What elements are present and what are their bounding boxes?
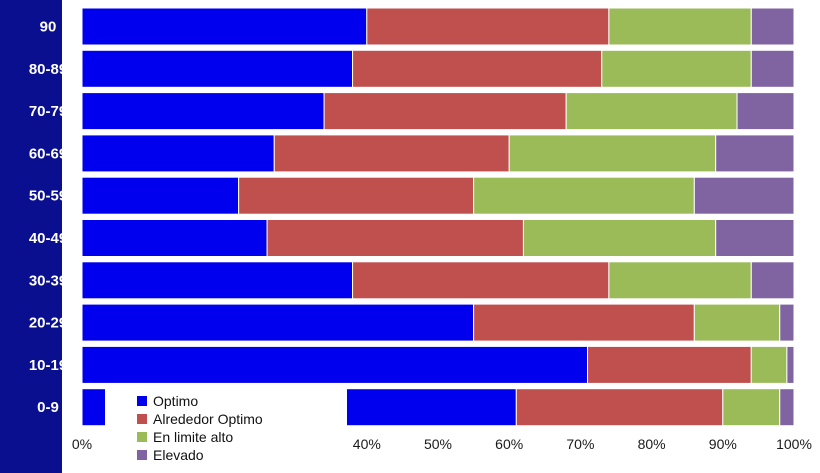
bar-segment-elevado-60-69 [715, 134, 795, 173]
bar-segment-alrededor-optimo-50-59 [238, 176, 475, 215]
legend: Optimo Alrededor Optimo En limite alto Elev… [105, 388, 347, 473]
category-label: 0-9 [37, 399, 59, 416]
legend-label: Elevado [153, 447, 204, 463]
category-label: 70-79 [29, 103, 67, 120]
bars-group [81, 7, 795, 427]
category-label: 90 [40, 19, 57, 36]
legend-swatch [137, 450, 147, 460]
bar-segment-en-limite-alto-40-49 [522, 219, 717, 257]
legend-swatch [137, 414, 147, 424]
bar-segment-en-limite-alto-20-29 [693, 303, 781, 342]
x-tick-label: 70% [566, 436, 594, 452]
category-label: 80-89 [29, 61, 67, 78]
bar-segment-en-limite-alto-70-79 [565, 92, 738, 131]
bar-segment-elevado-0-9 [779, 388, 795, 427]
bar-segment-en-limite-alto-10-19 [750, 345, 788, 384]
legend-item: Alrededor Optimo [137, 410, 347, 428]
bar-segment-elevado-70-79 [736, 92, 795, 131]
bar-segment-alrededor-optimo-0-9 [515, 388, 724, 427]
category-label: 60-69 [29, 145, 67, 162]
legend-item: Optimo [137, 392, 347, 410]
bar-segment-en-limite-alto-0-9 [722, 388, 781, 427]
bar-segment-elevado-50-59 [693, 176, 795, 215]
bar-segment-elevado-80-89 [750, 49, 795, 88]
bar-segment-alrededor-optimo-30-39 [352, 261, 610, 300]
bar-segment-en-limite-alto-30-39 [608, 261, 752, 300]
category-label: 40-49 [29, 230, 67, 247]
bar-segment-alrededor-optimo-60-69 [273, 134, 510, 173]
legend-item: En limite alto [137, 428, 347, 446]
bar-segment-optimo-80-89 [81, 49, 354, 88]
bar-segment-alrededor-optimo-10-19 [587, 345, 752, 384]
legend-label: Optimo [153, 393, 199, 409]
bar-segment-elevado-40-49 [715, 219, 795, 257]
legend-label: En limite alto [153, 429, 234, 445]
bar-segment-optimo-30-39 [81, 261, 354, 300]
bar-segment-alrededor-optimo-40-49 [266, 219, 524, 257]
bar-segment-alrededor-optimo-70-79 [323, 92, 567, 131]
bar-segment-en-limite-alto-50-59 [473, 176, 695, 215]
bar-segment-optimo-10-19 [81, 345, 589, 384]
category-label: 50-59 [29, 188, 67, 205]
bar-segment-optimo-50-59 [81, 176, 240, 215]
x-tick-label: 60% [495, 436, 523, 452]
x-tick-label: 90% [709, 436, 737, 452]
x-tick-label: 50% [424, 436, 452, 452]
bar-segment-optimo-20-29 [81, 303, 475, 342]
bar-segment-elevado-90 [750, 7, 795, 46]
bar-segment-alrededor-optimo-90 [366, 7, 610, 46]
legend-item: Elevado [137, 446, 347, 464]
category-label: 10-19 [29, 357, 67, 374]
category-label: 30-39 [29, 272, 67, 289]
bar-segment-en-limite-alto-80-89 [601, 49, 752, 88]
x-tick-label: 0% [72, 436, 92, 452]
bar-segment-en-limite-alto-90 [608, 7, 752, 46]
bar-segment-elevado-20-29 [779, 303, 795, 342]
legend-label: Alrededor Optimo [153, 411, 263, 427]
bar-segment-optimo-70-79 [81, 92, 325, 131]
legend-swatch [137, 396, 147, 406]
bar-segment-en-limite-alto-60-69 [508, 134, 717, 173]
x-tick-label: 40% [353, 436, 381, 452]
bar-segment-optimo-60-69 [81, 134, 275, 173]
bar-segment-alrededor-optimo-80-89 [352, 49, 603, 88]
legend-swatch [137, 432, 147, 442]
bar-segment-optimo-90 [81, 7, 368, 46]
bar-segment-alrededor-optimo-20-29 [473, 303, 695, 342]
category-label: 20-29 [29, 315, 67, 332]
bar-segment-elevado-10-19 [786, 345, 795, 384]
category-labels: 90 80-89 70-79 60-69 50-59 40-49 30-39 20-29 10-… [29, 19, 67, 417]
x-tick-label: 100% [776, 436, 812, 452]
x-tick-label: 80% [638, 436, 666, 452]
bar-segment-elevado-30-39 [750, 261, 795, 300]
bar-segment-optimo-40-49 [81, 219, 268, 257]
